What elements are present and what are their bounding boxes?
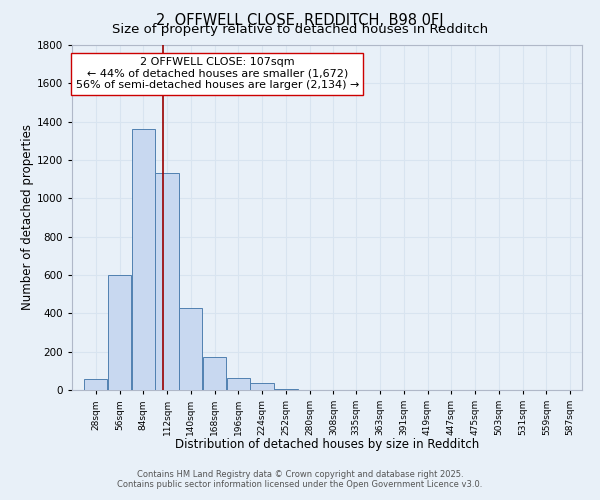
Bar xyxy=(108,275,131,390)
Text: Size of property relative to detached houses in Redditch: Size of property relative to detached ho… xyxy=(112,22,488,36)
Text: 2, OFFWELL CLOSE, REDDITCH, B98 0FJ: 2, OFFWELL CLOSE, REDDITCH, B98 0FJ xyxy=(156,12,444,28)
Bar xyxy=(203,358,226,390)
Bar xyxy=(250,384,274,390)
Bar xyxy=(274,389,298,390)
Bar xyxy=(84,378,107,390)
X-axis label: Distribution of detached houses by size in Redditch: Distribution of detached houses by size … xyxy=(175,438,479,451)
Bar xyxy=(179,308,202,390)
Bar xyxy=(131,130,155,390)
Text: 2 OFFWELL CLOSE: 107sqm
← 44% of detached houses are smaller (1,672)
56% of semi: 2 OFFWELL CLOSE: 107sqm ← 44% of detache… xyxy=(76,57,359,90)
Bar xyxy=(227,378,250,390)
Bar xyxy=(155,174,179,390)
Text: Contains HM Land Registry data © Crown copyright and database right 2025.
Contai: Contains HM Land Registry data © Crown c… xyxy=(118,470,482,489)
Y-axis label: Number of detached properties: Number of detached properties xyxy=(21,124,34,310)
